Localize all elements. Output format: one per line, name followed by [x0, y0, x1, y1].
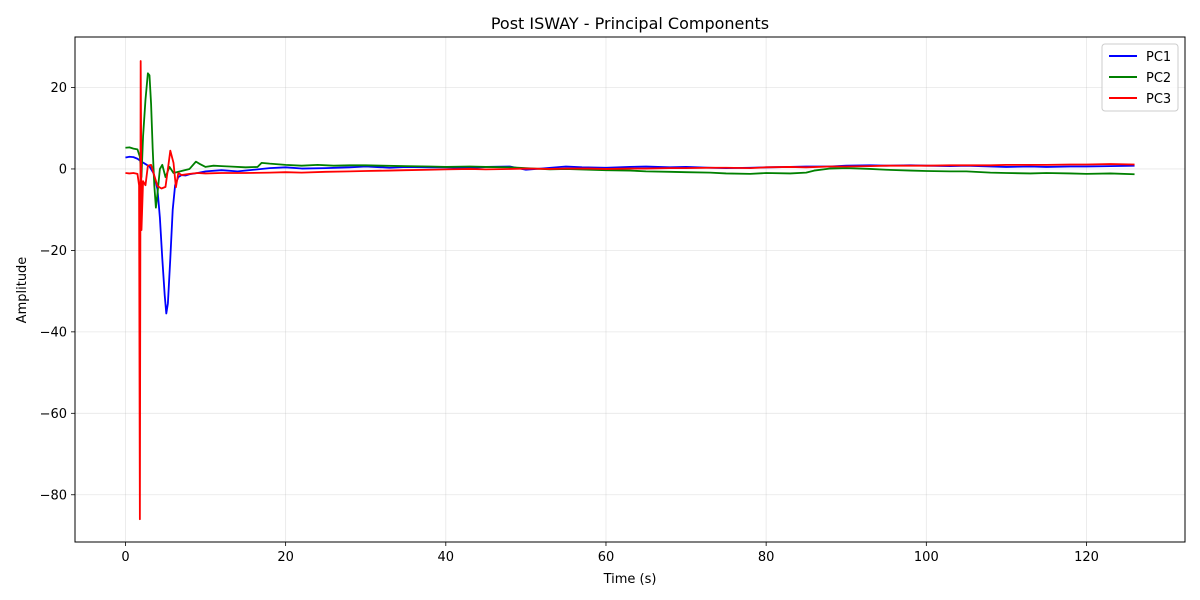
series-line-pc2: [125, 72, 1135, 209]
y-tick-label: −40: [40, 325, 67, 340]
y-tick-label: −20: [40, 244, 67, 259]
x-tick-label: 120: [1074, 550, 1099, 565]
y-tick-label: 20: [50, 81, 67, 96]
series-lines: [125, 60, 1135, 521]
y-tick-label: 0: [59, 162, 67, 177]
x-tick-label: 40: [438, 550, 455, 565]
x-tick-label: 60: [598, 550, 615, 565]
x-tick-label: 0: [121, 550, 129, 565]
legend: PC1 PC2 PC3: [1101, 43, 1179, 112]
legend-label-pc1: PC1: [1146, 50, 1171, 65]
x-tick-label: 100: [914, 550, 939, 565]
x-tick-label: 80: [758, 550, 775, 565]
y-tick-label: −60: [40, 407, 67, 422]
x-axis-label: Time (s): [603, 572, 657, 587]
legend-box: [1101, 43, 1179, 112]
y-axis-label: Amplitude: [15, 257, 30, 324]
series-line-pc3: [125, 60, 1135, 521]
plot-frame: [74, 36, 1186, 543]
legend-label-pc3: PC3: [1146, 92, 1171, 107]
legend-label-pc2: PC2: [1146, 71, 1171, 86]
y-tick-label: −80: [40, 488, 67, 503]
x-tick-label: 20: [277, 550, 294, 565]
chart-title: Post ISWAY - Principal Components: [491, 14, 769, 33]
axis-ticks: 0 20 40 60 80 100 120 −80 −60 −40 −20 0 20: [40, 81, 1099, 565]
